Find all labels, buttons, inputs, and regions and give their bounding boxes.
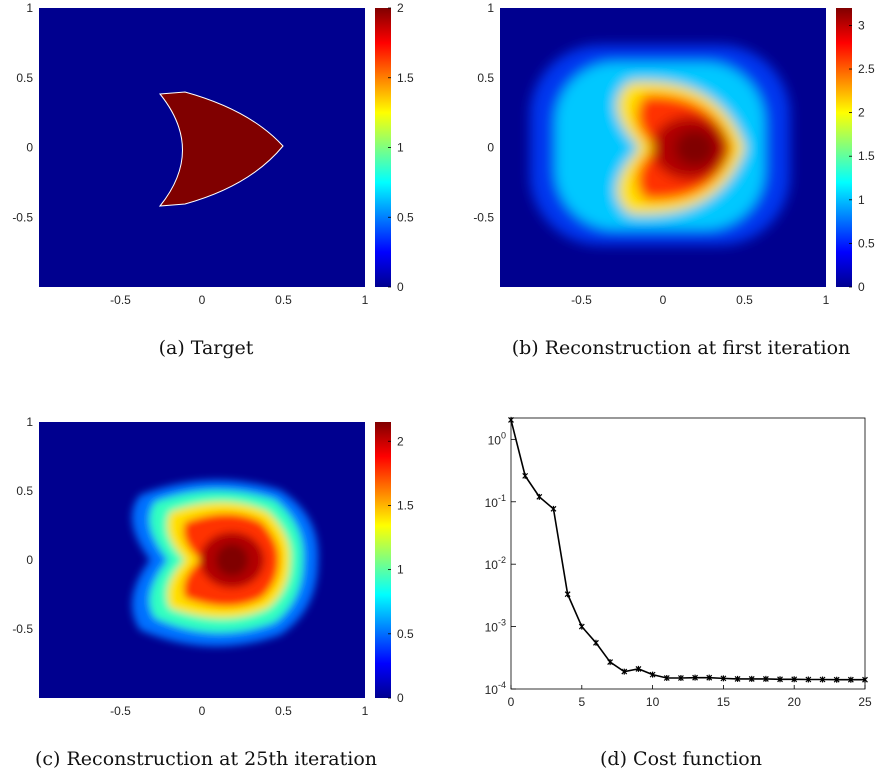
cost-point (550, 505, 557, 512)
panel-b: -0.5 0 0.5 1 1 0.5 0 -0.5 0 0.5 1 1.5 2 2.5 3 (473, 1, 875, 307)
cost-point (734, 675, 741, 682)
panel-d: 0 5 10 15 20 25 100 10-1 10-2 10-3 10-4 (485, 416, 872, 709)
x-tick-label: 25 (858, 695, 872, 709)
x-tick-label: 10 (646, 695, 660, 709)
heatmap-c-field (132, 480, 319, 647)
cost-point (663, 675, 670, 682)
colorbar-tick-label: 0.5 (858, 236, 875, 250)
cost-point (578, 623, 585, 630)
cost-point (833, 676, 840, 683)
y-tick-label: 0 (487, 141, 494, 155)
cost-point (692, 674, 699, 681)
x-tick-label: 0.5 (275, 704, 292, 718)
panel-a: -0.5 0 0.5 1 1 0.5 0 -0.5 0 0.5 1 1.5 2 (12, 1, 414, 307)
y-tick-label: -0.5 (473, 210, 494, 224)
cost-point (607, 659, 614, 666)
y-tick-label: 1 (487, 1, 494, 15)
colorbar-b (836, 8, 852, 287)
cost-point (564, 591, 571, 598)
cost-point (748, 675, 755, 682)
y-tick-label: 0.5 (16, 71, 33, 85)
x-tick-label: 15 (717, 695, 731, 709)
x-tick-label: 0 (660, 293, 667, 307)
cost-point (720, 675, 727, 682)
colorbar-a (375, 8, 391, 287)
colorbar-tick-label: 0 (397, 280, 404, 294)
colorbar-tick-label: 2 (397, 434, 404, 448)
x-tick-label: 0.5 (275, 293, 292, 307)
colorbar-tick-label: 1.5 (858, 149, 875, 163)
y-tick-label: 10-3 (485, 618, 506, 635)
y-tick-label: 10-1 (485, 493, 506, 510)
x-tick-label: -0.5 (110, 704, 131, 718)
x-tick-label: 0 (508, 695, 515, 709)
x-tick-label: 0 (199, 293, 206, 307)
colorbar-tick-label: 1.5 (397, 71, 414, 85)
colorbar-tick-label: 3 (858, 18, 865, 32)
x-tick-label: 0.5 (736, 293, 753, 307)
y-tick-label: 0 (26, 141, 33, 155)
colorbar-tick-label: 0 (397, 691, 404, 705)
heatmap-a-crescent (158, 91, 284, 207)
cost-function-line (510, 419, 865, 681)
x-tick-label: 0 (199, 704, 206, 718)
y-tick-label: 1 (26, 415, 33, 429)
colorbar-tick-label: 1.5 (397, 498, 414, 512)
x-tick-label: -0.5 (571, 293, 592, 307)
colorbar-tick-label: 1 (397, 141, 404, 155)
cost-point (621, 668, 628, 675)
caption-b: (b) Reconstruction at first iteration (512, 337, 851, 359)
caption-d: (d) Cost function (600, 748, 762, 770)
y-tick-label: -0.5 (12, 622, 33, 636)
caption-c: (c) Reconstruction at 25th iteration (35, 748, 377, 770)
panel-c: -0.5 0 0.5 1 1 0.5 0 -0.5 0 0.5 1 1.5 2 (12, 415, 414, 718)
cost-point (862, 676, 868, 683)
cost-point (649, 671, 656, 678)
cost-point (508, 416, 514, 423)
cost-point (847, 676, 854, 683)
cost-point (819, 676, 826, 683)
y-tick-label: 10-2 (485, 555, 506, 572)
y-tick-label: 0.5 (16, 484, 33, 498)
cost-point (791, 676, 798, 683)
x-tick-label: 5 (578, 695, 585, 709)
x-tick-label: 20 (788, 695, 802, 709)
cost-point (762, 675, 769, 682)
x-tick-label: 1 (823, 293, 830, 307)
x-tick-label: -0.5 (110, 293, 131, 307)
heatmap-b-field (530, 45, 790, 245)
y-tick-label: 0.5 (477, 71, 494, 85)
cost-point (635, 665, 642, 672)
y-tick-label: 1 (26, 1, 33, 15)
cost-point (593, 639, 599, 646)
colorbar-tick-label: 2.5 (858, 62, 875, 76)
cost-point (805, 676, 812, 683)
cost-point (777, 676, 783, 683)
colorbar-tick-label: 1 (397, 563, 404, 577)
cost-point (522, 472, 529, 479)
y-tick-label: 10-4 (485, 680, 506, 697)
y-tick-label: 100 (488, 430, 506, 447)
plot-d-axes (510, 417, 866, 690)
colorbar-c (375, 422, 391, 698)
colorbar-tick-label: 2 (397, 1, 404, 15)
caption-a: (a) Target (159, 337, 254, 359)
y-tick-label: 0 (26, 553, 33, 567)
cost-point (706, 674, 713, 681)
cost-point (677, 675, 684, 682)
y-tick-label: -0.5 (12, 210, 33, 224)
colorbar-tick-label: 1 (858, 193, 865, 207)
colorbar-tick-label: 0.5 (397, 210, 414, 224)
colorbar-tick-label: 0.5 (397, 627, 414, 641)
cost-point (536, 493, 543, 500)
x-tick-label: 1 (362, 293, 369, 307)
colorbar-tick-label: 2 (858, 106, 865, 120)
x-tick-label: 1 (362, 704, 369, 718)
colorbar-tick-label: 0 (858, 280, 865, 294)
